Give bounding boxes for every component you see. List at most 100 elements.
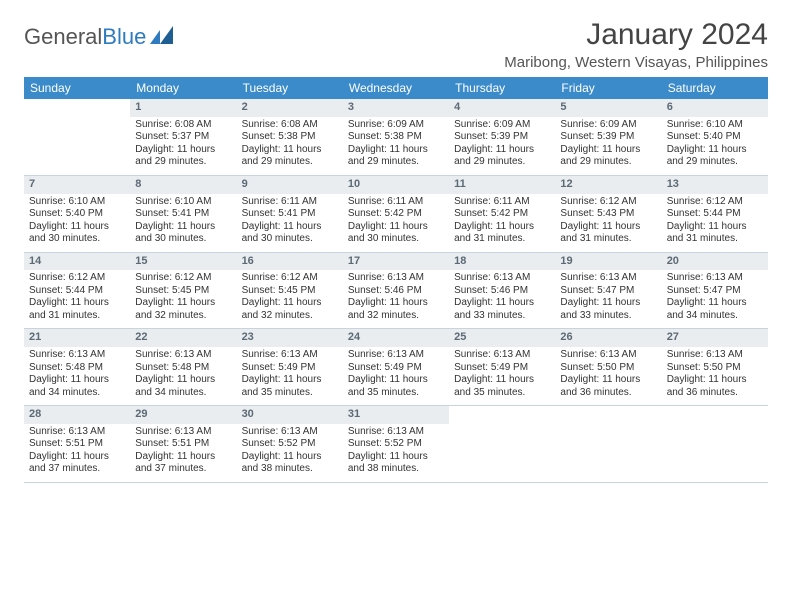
- page-subtitle: Maribong, Western Visayas, Philippines: [504, 54, 768, 71]
- calendar-cell: 25Sunrise: 6:13 AMSunset: 5:49 PMDayligh…: [449, 329, 555, 406]
- calendar-cell: 21Sunrise: 6:13 AMSunset: 5:48 PMDayligh…: [24, 329, 130, 406]
- day-number: 6: [662, 99, 768, 117]
- calendar-week-row: 28Sunrise: 6:13 AMSunset: 5:51 PMDayligh…: [24, 406, 768, 483]
- weekday-header: Sunday: [24, 77, 130, 99]
- weekday-header-row: SundayMondayTuesdayWednesdayThursdayFrid…: [24, 77, 768, 99]
- day-number: 15: [130, 253, 236, 271]
- weekday-header: Monday: [130, 77, 236, 99]
- day-details: Sunrise: 6:08 AMSunset: 5:38 PMDaylight:…: [237, 117, 343, 175]
- day-details: Sunrise: 6:12 AMSunset: 5:43 PMDaylight:…: [555, 194, 661, 252]
- day-details: Sunrise: 6:13 AMSunset: 5:50 PMDaylight:…: [555, 347, 661, 405]
- calendar-cell: 29Sunrise: 6:13 AMSunset: 5:51 PMDayligh…: [130, 406, 236, 483]
- day-details: Sunrise: 6:13 AMSunset: 5:51 PMDaylight:…: [130, 424, 236, 482]
- calendar-week-row: 14Sunrise: 6:12 AMSunset: 5:44 PMDayligh…: [24, 252, 768, 329]
- day-number: 12: [555, 176, 661, 194]
- page-header: GeneralBlue January 2024 Maribong, Weste…: [24, 18, 768, 71]
- calendar-cell: 18Sunrise: 6:13 AMSunset: 5:46 PMDayligh…: [449, 252, 555, 329]
- day-number: 30: [237, 406, 343, 424]
- day-details: Sunrise: 6:10 AMSunset: 5:41 PMDaylight:…: [130, 194, 236, 252]
- day-number: 10: [343, 176, 449, 194]
- calendar-cell: 13Sunrise: 6:12 AMSunset: 5:44 PMDayligh…: [662, 175, 768, 252]
- calendar-cell: 16Sunrise: 6:12 AMSunset: 5:45 PMDayligh…: [237, 252, 343, 329]
- day-details: Sunrise: 6:12 AMSunset: 5:44 PMDaylight:…: [662, 194, 768, 252]
- day-number: 3: [343, 99, 449, 117]
- day-number: 29: [130, 406, 236, 424]
- day-details: Sunrise: 6:11 AMSunset: 5:42 PMDaylight:…: [343, 194, 449, 252]
- day-details: Sunrise: 6:13 AMSunset: 5:52 PMDaylight:…: [343, 424, 449, 482]
- calendar-cell: [24, 99, 130, 175]
- day-details: Sunrise: 6:13 AMSunset: 5:51 PMDaylight:…: [24, 424, 130, 482]
- day-number: 26: [555, 329, 661, 347]
- day-number: 25: [449, 329, 555, 347]
- day-number: 13: [662, 176, 768, 194]
- day-number: 20: [662, 253, 768, 271]
- day-details: Sunrise: 6:12 AMSunset: 5:45 PMDaylight:…: [130, 270, 236, 328]
- day-number: 2: [237, 99, 343, 117]
- logo-text-gray: General: [24, 24, 102, 50]
- day-details: Sunrise: 6:09 AMSunset: 5:39 PMDaylight:…: [449, 117, 555, 175]
- calendar-cell: 17Sunrise: 6:13 AMSunset: 5:46 PMDayligh…: [343, 252, 449, 329]
- day-details: Sunrise: 6:13 AMSunset: 5:48 PMDaylight:…: [24, 347, 130, 405]
- day-details: Sunrise: 6:12 AMSunset: 5:44 PMDaylight:…: [24, 270, 130, 328]
- day-number: 21: [24, 329, 130, 347]
- day-number: 31: [343, 406, 449, 424]
- calendar-cell: [662, 406, 768, 483]
- calendar-cell: 3Sunrise: 6:09 AMSunset: 5:38 PMDaylight…: [343, 99, 449, 175]
- day-number: 4: [449, 99, 555, 117]
- day-number: 24: [343, 329, 449, 347]
- calendar-cell: 24Sunrise: 6:13 AMSunset: 5:49 PMDayligh…: [343, 329, 449, 406]
- calendar-cell: 12Sunrise: 6:12 AMSunset: 5:43 PMDayligh…: [555, 175, 661, 252]
- calendar-cell: 8Sunrise: 6:10 AMSunset: 5:41 PMDaylight…: [130, 175, 236, 252]
- day-number: 1: [130, 99, 236, 117]
- day-number: 18: [449, 253, 555, 271]
- calendar-cell: 2Sunrise: 6:08 AMSunset: 5:38 PMDaylight…: [237, 99, 343, 175]
- calendar-cell: 1Sunrise: 6:08 AMSunset: 5:37 PMDaylight…: [130, 99, 236, 175]
- calendar-week-row: 7Sunrise: 6:10 AMSunset: 5:40 PMDaylight…: [24, 175, 768, 252]
- day-details: Sunrise: 6:13 AMSunset: 5:49 PMDaylight:…: [237, 347, 343, 405]
- calendar-cell: 10Sunrise: 6:11 AMSunset: 5:42 PMDayligh…: [343, 175, 449, 252]
- day-number: 8: [130, 176, 236, 194]
- calendar-cell: 20Sunrise: 6:13 AMSunset: 5:47 PMDayligh…: [662, 252, 768, 329]
- day-details: Sunrise: 6:13 AMSunset: 5:47 PMDaylight:…: [662, 270, 768, 328]
- day-details: Sunrise: 6:12 AMSunset: 5:45 PMDaylight:…: [237, 270, 343, 328]
- calendar-cell: 30Sunrise: 6:13 AMSunset: 5:52 PMDayligh…: [237, 406, 343, 483]
- calendar-cell: 14Sunrise: 6:12 AMSunset: 5:44 PMDayligh…: [24, 252, 130, 329]
- day-details: Sunrise: 6:11 AMSunset: 5:42 PMDaylight:…: [449, 194, 555, 252]
- weekday-header: Thursday: [449, 77, 555, 99]
- day-details: Sunrise: 6:10 AMSunset: 5:40 PMDaylight:…: [24, 194, 130, 252]
- calendar-cell: 11Sunrise: 6:11 AMSunset: 5:42 PMDayligh…: [449, 175, 555, 252]
- day-number: 7: [24, 176, 130, 194]
- day-details: Sunrise: 6:08 AMSunset: 5:37 PMDaylight:…: [130, 117, 236, 175]
- day-number: 23: [237, 329, 343, 347]
- day-number: 16: [237, 253, 343, 271]
- day-number: 14: [24, 253, 130, 271]
- calendar-week-row: 1Sunrise: 6:08 AMSunset: 5:37 PMDaylight…: [24, 99, 768, 175]
- weekday-header: Saturday: [662, 77, 768, 99]
- weekday-header: Wednesday: [343, 77, 449, 99]
- day-details: Sunrise: 6:13 AMSunset: 5:46 PMDaylight:…: [343, 270, 449, 328]
- day-number: 19: [555, 253, 661, 271]
- title-block: January 2024 Maribong, Western Visayas, …: [504, 18, 768, 71]
- day-number: 27: [662, 329, 768, 347]
- weekday-header: Tuesday: [237, 77, 343, 99]
- day-details: Sunrise: 6:13 AMSunset: 5:49 PMDaylight:…: [449, 347, 555, 405]
- calendar-cell: 31Sunrise: 6:13 AMSunset: 5:52 PMDayligh…: [343, 406, 449, 483]
- logo-mark-icon: [150, 24, 178, 50]
- day-details: Sunrise: 6:10 AMSunset: 5:40 PMDaylight:…: [662, 117, 768, 175]
- calendar-cell: 19Sunrise: 6:13 AMSunset: 5:47 PMDayligh…: [555, 252, 661, 329]
- calendar-body: 1Sunrise: 6:08 AMSunset: 5:37 PMDaylight…: [24, 99, 768, 482]
- day-details: Sunrise: 6:13 AMSunset: 5:47 PMDaylight:…: [555, 270, 661, 328]
- weekday-header: Friday: [555, 77, 661, 99]
- calendar-cell: 22Sunrise: 6:13 AMSunset: 5:48 PMDayligh…: [130, 329, 236, 406]
- calendar-cell: 26Sunrise: 6:13 AMSunset: 5:50 PMDayligh…: [555, 329, 661, 406]
- day-details: Sunrise: 6:13 AMSunset: 5:50 PMDaylight:…: [662, 347, 768, 405]
- calendar-table: SundayMondayTuesdayWednesdayThursdayFrid…: [24, 77, 768, 483]
- calendar-cell: 4Sunrise: 6:09 AMSunset: 5:39 PMDaylight…: [449, 99, 555, 175]
- day-details: Sunrise: 6:09 AMSunset: 5:38 PMDaylight:…: [343, 117, 449, 175]
- calendar-cell: 7Sunrise: 6:10 AMSunset: 5:40 PMDaylight…: [24, 175, 130, 252]
- logo-text-blue: Blue: [102, 24, 146, 50]
- day-details: Sunrise: 6:13 AMSunset: 5:52 PMDaylight:…: [237, 424, 343, 482]
- day-details: Sunrise: 6:13 AMSunset: 5:49 PMDaylight:…: [343, 347, 449, 405]
- page-title: January 2024: [504, 18, 768, 52]
- calendar-cell: [449, 406, 555, 483]
